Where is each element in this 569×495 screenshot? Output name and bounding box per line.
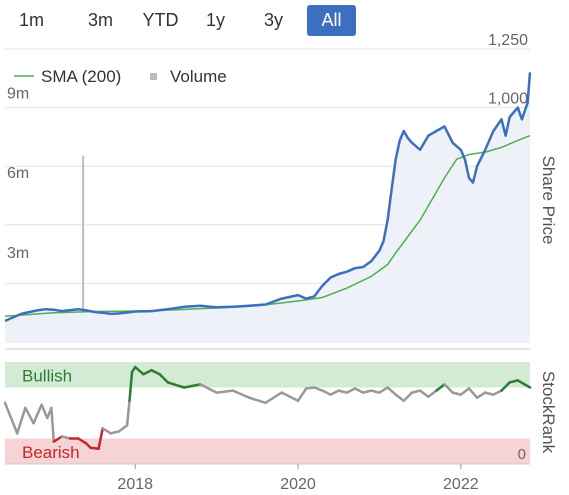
stockrank-line-segment <box>125 399 131 427</box>
stockrank-line-segment <box>40 403 49 420</box>
stockrank-line-segment <box>435 383 446 392</box>
stockrank-line-segment <box>101 427 113 435</box>
stockrank-line-segment <box>32 403 43 425</box>
stockrank-line-segment <box>142 368 153 376</box>
stockrank-line-segment <box>475 391 487 399</box>
stockrank-line-segment <box>361 389 373 394</box>
stockrank-line-segment <box>402 391 414 403</box>
tab-3m[interactable]: 3m <box>87 10 113 30</box>
stockrank-line-segment <box>443 383 454 394</box>
stockrank-line-segment <box>337 389 349 394</box>
stockrank-line-segment <box>133 365 145 376</box>
stockrank-line-segment <box>410 389 422 394</box>
stockrank-line-segment <box>500 381 511 392</box>
stockrank-line-segment <box>24 406 35 425</box>
stockrank-line-segment <box>459 387 471 396</box>
stockrank-line-segment <box>280 391 300 403</box>
stockrank-line-segment <box>97 427 104 450</box>
stockrank-line-segment <box>329 389 340 396</box>
tab-ytd[interactable]: YTD <box>142 10 179 30</box>
stockrank-line-segment <box>304 386 316 390</box>
x-tick-label: 2022 <box>443 476 479 493</box>
legend-sma-label: SMA (200) <box>41 67 121 86</box>
stockrank-line-segment <box>508 379 520 384</box>
stockrank-line-segment <box>492 389 503 396</box>
stockrank-line-segment <box>418 389 430 398</box>
stockrank-axis-title: StockRank <box>539 371 558 454</box>
price-line <box>4 72 532 323</box>
volume-tick-label: 6m <box>7 165 29 182</box>
tab-1y[interactable]: 1y <box>205 10 225 30</box>
stockrank-line-segment <box>166 381 186 389</box>
price-tick-label: 1,000 <box>488 91 528 108</box>
bullish-band-label: Bullish <box>22 367 72 386</box>
x-tick-label: 2018 <box>117 476 153 493</box>
stockrank-line-segment <box>60 435 72 440</box>
stockrank-line-segment <box>3 401 19 435</box>
x-tick-label: 2020 <box>280 476 316 493</box>
stockrank-line-segment <box>158 372 170 384</box>
price-area <box>5 72 530 343</box>
tab-3y[interactable]: 3y <box>263 10 283 30</box>
stockrank-line-segment <box>313 386 324 392</box>
stockrank-line-segment <box>451 391 463 396</box>
volume-tick-label: 9m <box>7 85 29 102</box>
stockrank-line-segment <box>467 387 479 399</box>
stockrank-line-segment <box>386 386 397 396</box>
stockrank-line-segment <box>109 430 121 435</box>
stockrank-line-segment <box>378 386 389 394</box>
tab-all[interactable]: All <box>307 5 356 36</box>
stockrank-line-segment <box>77 437 88 445</box>
volume-tick-label: 3m <box>7 245 29 262</box>
stockrank-line-segment <box>483 391 495 396</box>
stockrank-line-segment <box>353 387 365 394</box>
stockrank-line-segment <box>50 406 56 443</box>
volume-bar <box>82 155 85 342</box>
bullish-band <box>5 362 530 388</box>
tab-1m[interactable]: 1m <box>18 10 44 30</box>
stockrank-line-segment <box>370 389 381 394</box>
stockrank-line-segment <box>321 389 332 396</box>
stockrank-line-segment <box>516 379 532 389</box>
stockrank-line-segment <box>394 393 406 403</box>
stockrank-line-segment <box>247 396 267 405</box>
stockrank-line-segment <box>52 435 64 443</box>
stockrank-line-segment <box>231 389 251 399</box>
stockrank-line-segment <box>117 423 129 433</box>
stockrank-line-segment <box>128 370 134 403</box>
stockrank-line-segment <box>215 389 235 394</box>
stockrank-line-segment <box>296 387 308 403</box>
stockrank-line-segment <box>345 387 357 394</box>
stockrank-line-segment <box>89 446 100 450</box>
stockrank-line-segment <box>182 383 202 389</box>
bearish-band <box>5 438 530 464</box>
stockrank-line-segment <box>199 383 218 394</box>
range-tabs: 1m 3m YTD 1y 3y All <box>0 0 569 40</box>
stockrank-tick-label: 0 <box>518 446 526 463</box>
stockrank-line-segment <box>427 389 438 398</box>
legend-volume-label: Volume <box>170 67 227 86</box>
bearish-band-label: Bearish <box>22 443 80 462</box>
stockrank-line-segment <box>264 391 283 405</box>
legend-volume-swatch <box>150 73 157 80</box>
stockrank-line-segment <box>15 406 27 435</box>
price-axis-title: Share Price <box>539 156 558 245</box>
price-tick-label: 1,250 <box>488 32 528 49</box>
stockrank-line-segment <box>150 368 161 376</box>
